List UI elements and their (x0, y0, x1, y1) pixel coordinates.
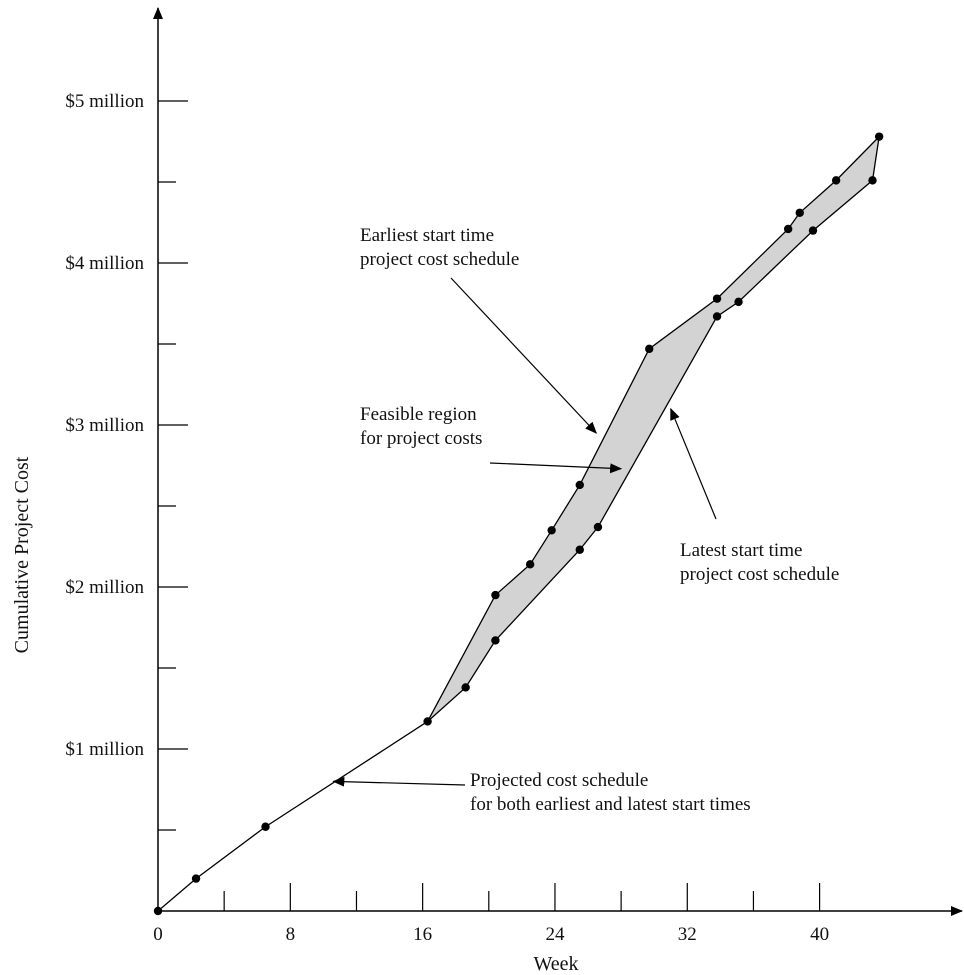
y-tick-label: $2 million (65, 577, 144, 598)
data-point (645, 344, 654, 354)
data-point (491, 636, 500, 645)
feasible-region-annotation: Feasible region for project costs (360, 404, 482, 449)
data-point (712, 294, 722, 303)
data-point (874, 132, 884, 141)
y-tick-label: $3 million (65, 415, 144, 436)
data-point (795, 208, 804, 217)
data-point (261, 822, 270, 831)
x-tick-label: 40 (810, 924, 829, 945)
data-point (712, 312, 722, 321)
annotation-line: Latest start time (680, 540, 802, 561)
latest-start-line (427, 136, 880, 722)
data-point (593, 522, 603, 532)
common-cost-line (157, 720, 428, 912)
data-point (491, 590, 500, 600)
data-point (191, 874, 201, 883)
annotation-line: for both earliest and latest start times (470, 794, 751, 815)
y-tick-label: $5 million (65, 91, 144, 112)
x-tick-label: 24 (545, 924, 565, 945)
data-point (831, 176, 841, 185)
x-tick-label: 8 (286, 924, 296, 945)
annotation-line: Projected cost schedule (470, 770, 648, 791)
y-axis-label: Cumulative Project Cost (11, 456, 33, 653)
data-point (153, 906, 163, 916)
data-point (423, 717, 432, 726)
annotation-line: Feasible region (360, 404, 477, 425)
data-point (734, 297, 743, 307)
annotation-arrow (450, 277, 597, 434)
latest-start-annotation: Latest start time project cost schedule (680, 540, 839, 585)
annotation-arrow (670, 407, 717, 520)
data-point (808, 226, 818, 235)
data-point (547, 526, 556, 535)
y-tick-label: $4 million (65, 253, 144, 274)
y-tick-label: $1 million (65, 739, 144, 760)
annotation-arrow (489, 462, 623, 474)
annotation-line: project cost schedule (360, 249, 519, 270)
projected-cost-annotation: Projected cost schedule for both earliest… (470, 770, 751, 815)
data-point (525, 560, 535, 569)
x-tick-label: 16 (413, 924, 432, 945)
annotation-arrow (332, 776, 466, 787)
earliest-start-annotation: Earliest start time project cost schedule (360, 225, 519, 270)
data-point (461, 683, 470, 692)
data-point (783, 224, 793, 234)
data-point (575, 480, 584, 490)
annotation-line: for project costs (360, 428, 482, 449)
data-point (575, 545, 584, 554)
data-point (868, 176, 877, 185)
x-tick-label: 32 (678, 924, 697, 945)
annotation-line: project cost schedule (680, 564, 839, 585)
x-tick-label: 0 (153, 924, 163, 945)
x-axis-label: Week (533, 953, 578, 975)
annotation-line: Earliest start time (360, 225, 494, 246)
